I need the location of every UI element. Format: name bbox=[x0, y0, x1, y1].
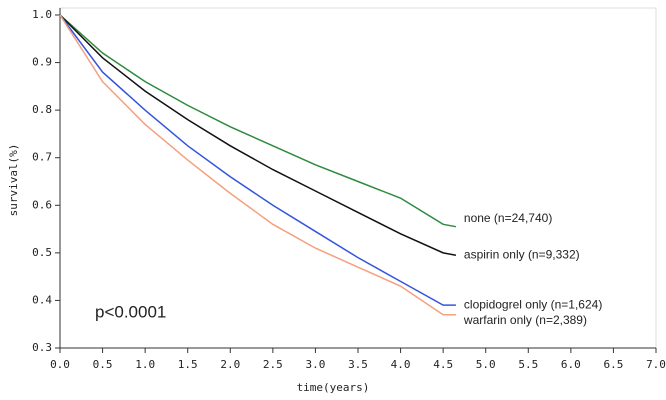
y-tick-label: 0.5 bbox=[32, 246, 52, 259]
series-label: none (n=24,740) bbox=[464, 211, 552, 225]
x-tick-label: 5.0 bbox=[476, 358, 496, 371]
survival-line bbox=[59, 14, 456, 316]
y-axis-label: survival(%) bbox=[7, 144, 20, 217]
x-tick-label: 7.0 bbox=[646, 358, 666, 371]
x-tick-label: 3.0 bbox=[305, 358, 325, 371]
x-tick-label: 3.5 bbox=[348, 358, 368, 371]
series-label: warfarin only (n=2,389) bbox=[463, 313, 587, 327]
x-tick-label: 2.5 bbox=[263, 358, 283, 371]
y-tick-label: 1.0 bbox=[32, 8, 52, 21]
y-tick-label: 0.6 bbox=[32, 198, 52, 211]
survival-line bbox=[59, 14, 457, 256]
x-tick-label: 1.5 bbox=[178, 358, 198, 371]
y-tick-label: 0.8 bbox=[32, 103, 52, 116]
x-axis-label: time(years) bbox=[297, 381, 370, 394]
series-label: aspirin only (n=9,332) bbox=[464, 247, 580, 261]
x-tick-label: 0.0 bbox=[50, 358, 70, 371]
y-tick-label: 0.4 bbox=[32, 293, 52, 306]
x-tick-label: 6.0 bbox=[561, 358, 581, 371]
survival-line bbox=[59, 14, 457, 228]
x-tick-label: 0.5 bbox=[93, 358, 113, 371]
y-tick-label: 0.3 bbox=[32, 341, 52, 354]
x-tick-label: 4.0 bbox=[391, 358, 411, 371]
x-tick-label: 6.5 bbox=[603, 358, 623, 371]
y-tick-label: 0.9 bbox=[32, 56, 52, 69]
x-tick-label: 2.0 bbox=[220, 358, 240, 371]
y-tick-label: 0.7 bbox=[32, 151, 52, 164]
survival-line bbox=[59, 14, 456, 306]
x-tick-label: 4.5 bbox=[433, 358, 453, 371]
x-tick-label: 1.0 bbox=[135, 358, 155, 371]
series-label: clopidogrel only (n=1,624) bbox=[464, 297, 602, 311]
x-tick-label: 5.5 bbox=[518, 358, 538, 371]
annotation: p<0.0001 bbox=[95, 302, 166, 321]
